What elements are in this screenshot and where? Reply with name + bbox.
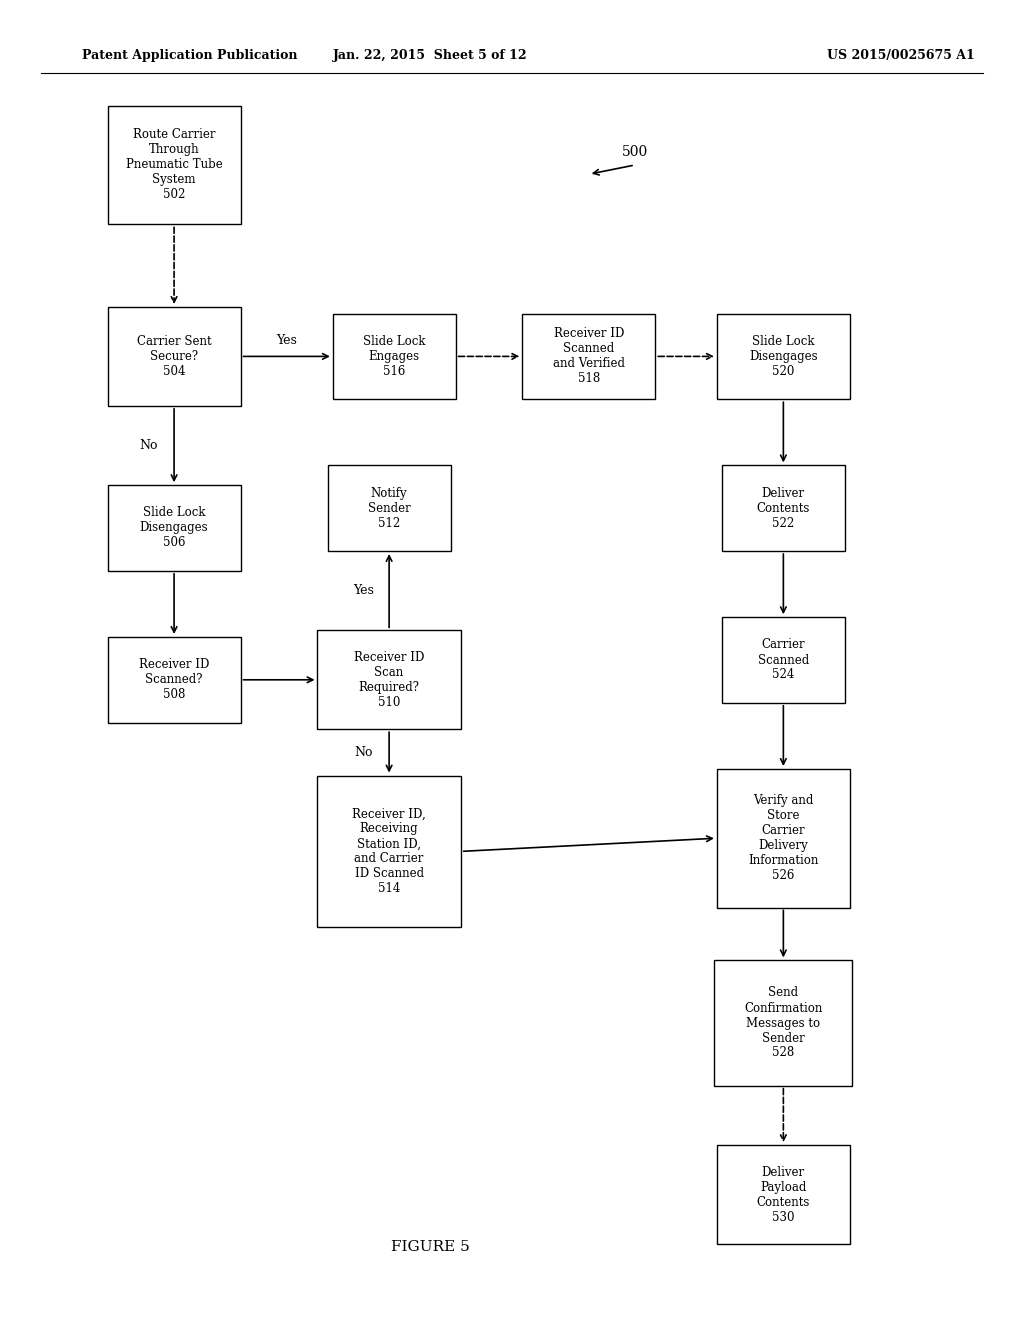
FancyBboxPatch shape bbox=[722, 618, 845, 702]
FancyBboxPatch shape bbox=[108, 308, 241, 407]
FancyBboxPatch shape bbox=[317, 776, 461, 927]
Text: FIGURE 5: FIGURE 5 bbox=[391, 1241, 469, 1254]
Text: Receiver ID
Scan
Required?
510: Receiver ID Scan Required? 510 bbox=[354, 651, 424, 709]
Text: 500: 500 bbox=[622, 145, 648, 158]
FancyBboxPatch shape bbox=[333, 314, 456, 399]
Text: Yes: Yes bbox=[353, 585, 374, 597]
FancyBboxPatch shape bbox=[108, 636, 241, 722]
Text: No: No bbox=[139, 440, 158, 451]
FancyBboxPatch shape bbox=[717, 768, 850, 908]
Text: Slide Lock
Disengages
520: Slide Lock Disengages 520 bbox=[749, 335, 818, 378]
FancyBboxPatch shape bbox=[722, 466, 845, 552]
Text: Verify and
Store
Carrier
Delivery
Information
526: Verify and Store Carrier Delivery Inform… bbox=[749, 795, 818, 882]
Text: Patent Application Publication: Patent Application Publication bbox=[82, 49, 297, 62]
Text: Carrier
Scanned
524: Carrier Scanned 524 bbox=[758, 639, 809, 681]
Text: Slide Lock
Engages
516: Slide Lock Engages 516 bbox=[362, 335, 426, 378]
FancyBboxPatch shape bbox=[522, 314, 655, 399]
FancyBboxPatch shape bbox=[717, 1144, 850, 1243]
FancyBboxPatch shape bbox=[328, 466, 451, 552]
Text: Receiver ID,
Receiving
Station ID,
and Carrier
ID Scanned
514: Receiver ID, Receiving Station ID, and C… bbox=[352, 808, 426, 895]
Text: US 2015/0025675 A1: US 2015/0025675 A1 bbox=[827, 49, 975, 62]
Text: Receiver ID
Scanned
and Verified
518: Receiver ID Scanned and Verified 518 bbox=[553, 327, 625, 385]
Text: Send
Confirmation
Messages to
Sender
528: Send Confirmation Messages to Sender 528 bbox=[744, 986, 822, 1060]
Text: No: No bbox=[354, 746, 373, 759]
Text: Deliver
Payload
Contents
530: Deliver Payload Contents 530 bbox=[757, 1166, 810, 1224]
Text: Yes: Yes bbox=[276, 334, 297, 347]
FancyBboxPatch shape bbox=[717, 314, 850, 399]
Text: Deliver
Contents
522: Deliver Contents 522 bbox=[757, 487, 810, 529]
Text: Notify
Sender
512: Notify Sender 512 bbox=[368, 487, 411, 529]
Text: Slide Lock
Disengages
506: Slide Lock Disengages 506 bbox=[139, 507, 209, 549]
Text: Receiver ID
Scanned?
508: Receiver ID Scanned? 508 bbox=[139, 659, 209, 701]
FancyBboxPatch shape bbox=[108, 106, 241, 224]
FancyBboxPatch shape bbox=[108, 484, 241, 570]
Text: Jan. 22, 2015  Sheet 5 of 12: Jan. 22, 2015 Sheet 5 of 12 bbox=[333, 49, 527, 62]
FancyBboxPatch shape bbox=[715, 961, 852, 1085]
Text: Route Carrier
Through
Pneumatic Tube
System
502: Route Carrier Through Pneumatic Tube Sys… bbox=[126, 128, 222, 202]
FancyBboxPatch shape bbox=[317, 631, 461, 729]
Text: Carrier Sent
Secure?
504: Carrier Sent Secure? 504 bbox=[137, 335, 211, 378]
